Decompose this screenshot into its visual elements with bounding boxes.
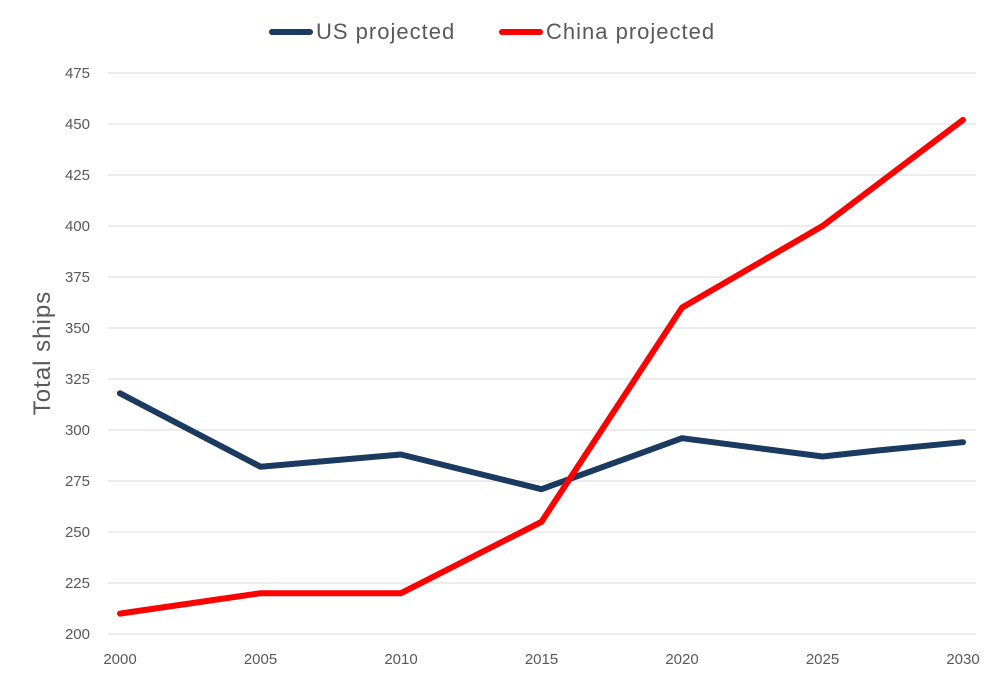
series-line-china-projected [117, 116, 966, 617]
x-tick-label: 2000 [103, 651, 136, 668]
x-tick-label: 2030 [946, 651, 979, 668]
x-tick-label: 2025 [806, 651, 839, 668]
y-axis-ticks: 200 225 250 275 300 325 350 375 400 425 450 475 [65, 65, 90, 643]
y-tick-label: 300 [65, 422, 90, 439]
gridlines [108, 72, 976, 635]
legend-label: US projected [316, 19, 455, 44]
y-tick-label: 375 [65, 269, 90, 286]
x-tick-label: 2005 [244, 651, 277, 668]
series-lines [117, 116, 966, 617]
y-tick-label: 250 [65, 524, 90, 541]
x-tick-label: 2010 [384, 651, 417, 668]
y-tick-label: 325 [65, 371, 90, 388]
y-tick-label: 425 [65, 167, 90, 184]
legend: US projected China projected [269, 19, 715, 44]
y-tick-label: 450 [65, 116, 90, 133]
y-tick-label: 475 [65, 65, 90, 82]
x-tick-label: 2015 [525, 651, 558, 668]
y-tick-label: 200 [65, 626, 90, 643]
x-tick-label: 2020 [665, 651, 698, 668]
y-tick-label: 225 [65, 575, 90, 592]
y-axis-label: Total ships [29, 291, 56, 415]
y-tick-label: 400 [65, 218, 90, 235]
y-tick-label: 350 [65, 320, 90, 337]
series-line-us-projected [117, 390, 966, 493]
y-tick-label: 275 [65, 473, 90, 490]
legend-label: China projected [546, 19, 715, 44]
x-axis-ticks: 2000 2005 2010 2015 2020 2025 2030 [103, 651, 979, 668]
